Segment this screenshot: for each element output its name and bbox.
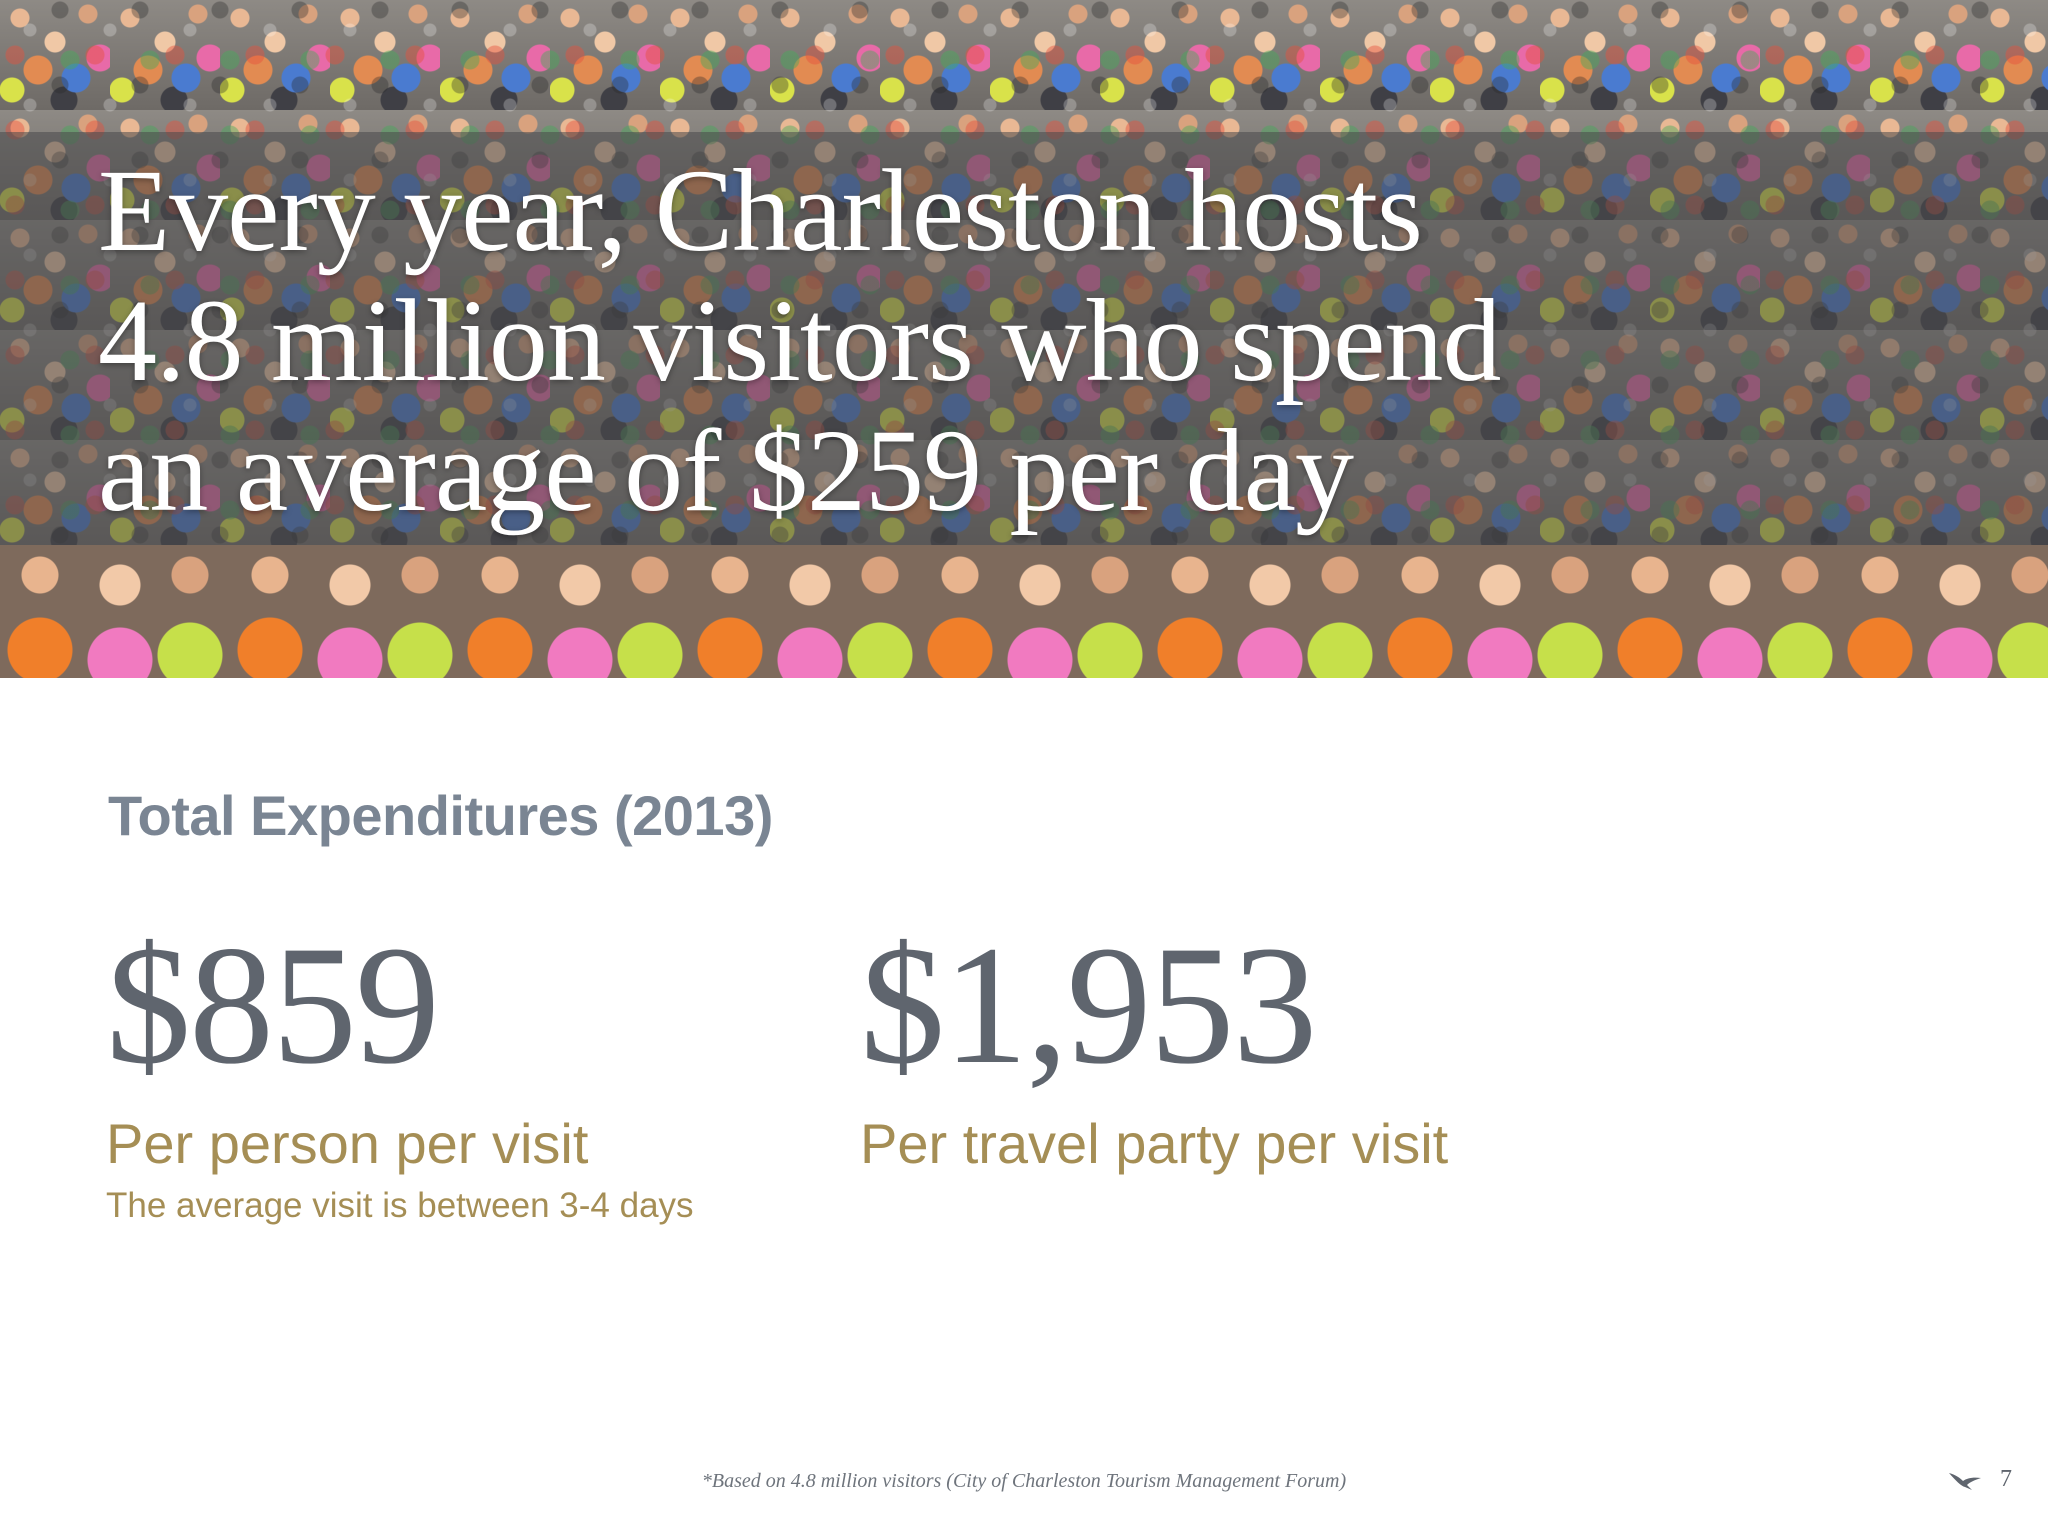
hero-photo: Every year, Charleston hosts 4.8 million… (0, 0, 2048, 678)
page-number-group: 7 (1948, 1466, 2012, 1493)
stat-label: Per travel party per visit (860, 1112, 1449, 1175)
section-title: Total Expenditures (2013) (108, 784, 773, 847)
headline-line-3: an average of $259 per day (98, 405, 1354, 536)
headline-overlay-band (0, 132, 2048, 545)
stat-per-person: $859 Per person per visit The average vi… (106, 920, 694, 1228)
page-number: 7 (2000, 1466, 2012, 1492)
stat-value: $1,953 (860, 911, 1318, 1099)
crowd-photo-foreground (0, 545, 2048, 678)
bird-icon (1948, 1469, 1982, 1491)
headline-line-2: 4.8 million visitors who spend (98, 275, 1501, 406)
footnote: *Based on 4.8 million visitors (City of … (701, 1470, 1347, 1492)
stat-per-party: $1,953 Per travel party per visit (860, 920, 1448, 1176)
headline-line-1: Every year, Charleston hosts (98, 145, 1423, 276)
stat-note: The average visit is between 3-4 days (106, 1186, 694, 1225)
headline: Every year, Charleston hosts 4.8 million… (98, 146, 1898, 536)
stat-label: Per person per visit (106, 1112, 589, 1175)
stat-value: $859 (106, 911, 440, 1099)
